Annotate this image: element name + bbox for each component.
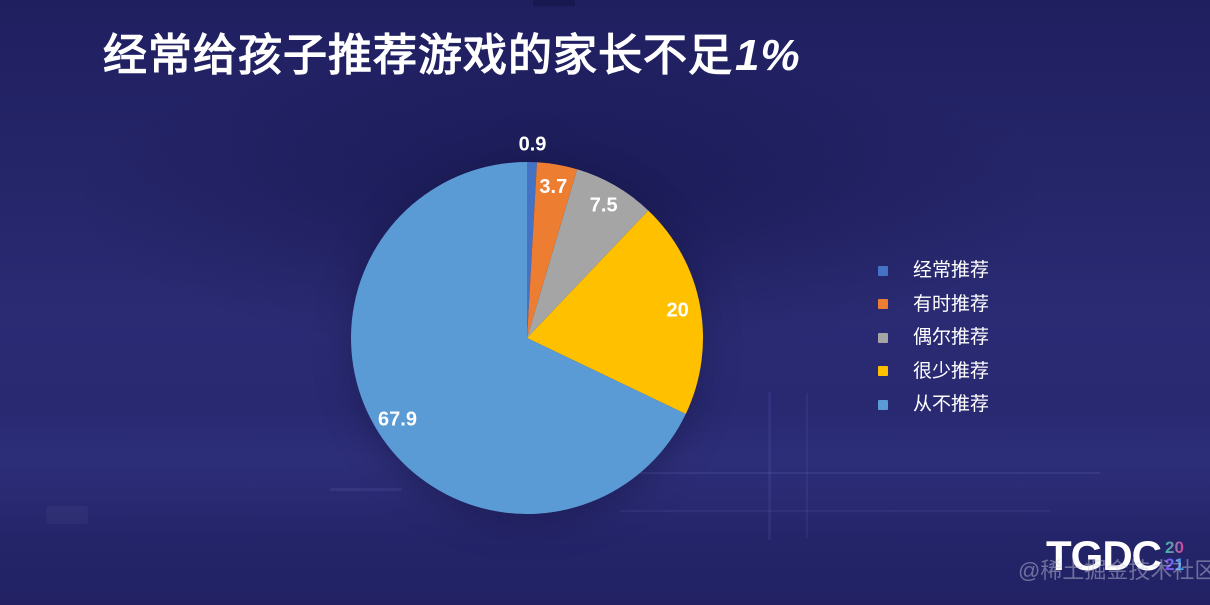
legend-swatch	[878, 399, 888, 410]
tgdc-logo-text: TGDC	[1046, 532, 1162, 579]
pie-chart: 0.9 3.7 7.5 20 67.9	[351, 134, 704, 514]
stage-highlight-dash	[330, 488, 402, 491]
slide-title-text: 经常给孩子推荐游戏的家长不足	[103, 31, 733, 80]
pie-value-label-经常推荐: 0.9	[519, 134, 547, 156]
pie-slice-很少推荐	[527, 210, 704, 414]
legend-swatch	[878, 332, 888, 343]
pie-value-label-偶尔推荐: 7.5	[590, 195, 618, 217]
pie-value-label-有时推荐: 3.7	[539, 176, 567, 198]
stage-horizontal-line	[620, 510, 1050, 512]
legend-item-有时推荐: 有时推荐	[878, 295, 989, 315]
pie-slice-从不推荐	[351, 162, 686, 514]
legend-label: 很少推荐	[913, 360, 990, 382]
pie-slice-有时推荐	[527, 162, 578, 338]
pie-value-label-从不推荐: 67.9	[378, 409, 417, 431]
pie-value-label-很少推荐: 20	[666, 299, 688, 321]
legend-label: 有时推荐	[913, 293, 990, 315]
chart-legend: 经常推荐有时推荐偶尔推荐很少推荐从不推荐	[878, 261, 989, 415]
legend-item-从不推荐: 从不推荐	[878, 395, 989, 415]
stage-highlight-patch	[46, 506, 88, 524]
legend-label: 经常推荐	[913, 260, 990, 282]
slide-title: 经常给孩子推荐游戏的家长不足1%	[103, 28, 801, 83]
pie-slice-偶尔推荐	[527, 169, 649, 338]
legend-swatch	[878, 265, 888, 276]
legend-label: 从不推荐	[913, 394, 990, 416]
stage-vertical-line	[806, 393, 808, 538]
tgdc-logo: TGDC 20 21	[1046, 532, 1184, 579]
pie-chart-area: 0.9 3.7 7.5 20 67.9	[307, 118, 747, 558]
background-top-notch	[533, 0, 575, 6]
tgdc-logo-year-top: 20	[1165, 538, 1184, 557]
legend-item-偶尔推荐: 偶尔推荐	[878, 328, 989, 348]
watermark-text: @稀土掘金技术社区	[1018, 558, 1210, 583]
legend-label: 偶尔推荐	[913, 327, 990, 349]
legend-item-经常推荐: 经常推荐	[878, 261, 989, 281]
pie-slice-经常推荐	[527, 162, 537, 338]
tgdc-logo-year: 20 21	[1165, 539, 1184, 573]
slide-title-highlight: 1%	[735, 31, 801, 80]
stage-horizontal-line	[540, 472, 1100, 474]
tgdc-logo-year-bottom: 21	[1165, 555, 1184, 574]
legend-swatch	[878, 366, 888, 377]
legend-swatch	[878, 299, 888, 310]
stage-vertical-line	[768, 392, 771, 540]
legend-item-很少推荐: 很少推荐	[878, 362, 989, 382]
